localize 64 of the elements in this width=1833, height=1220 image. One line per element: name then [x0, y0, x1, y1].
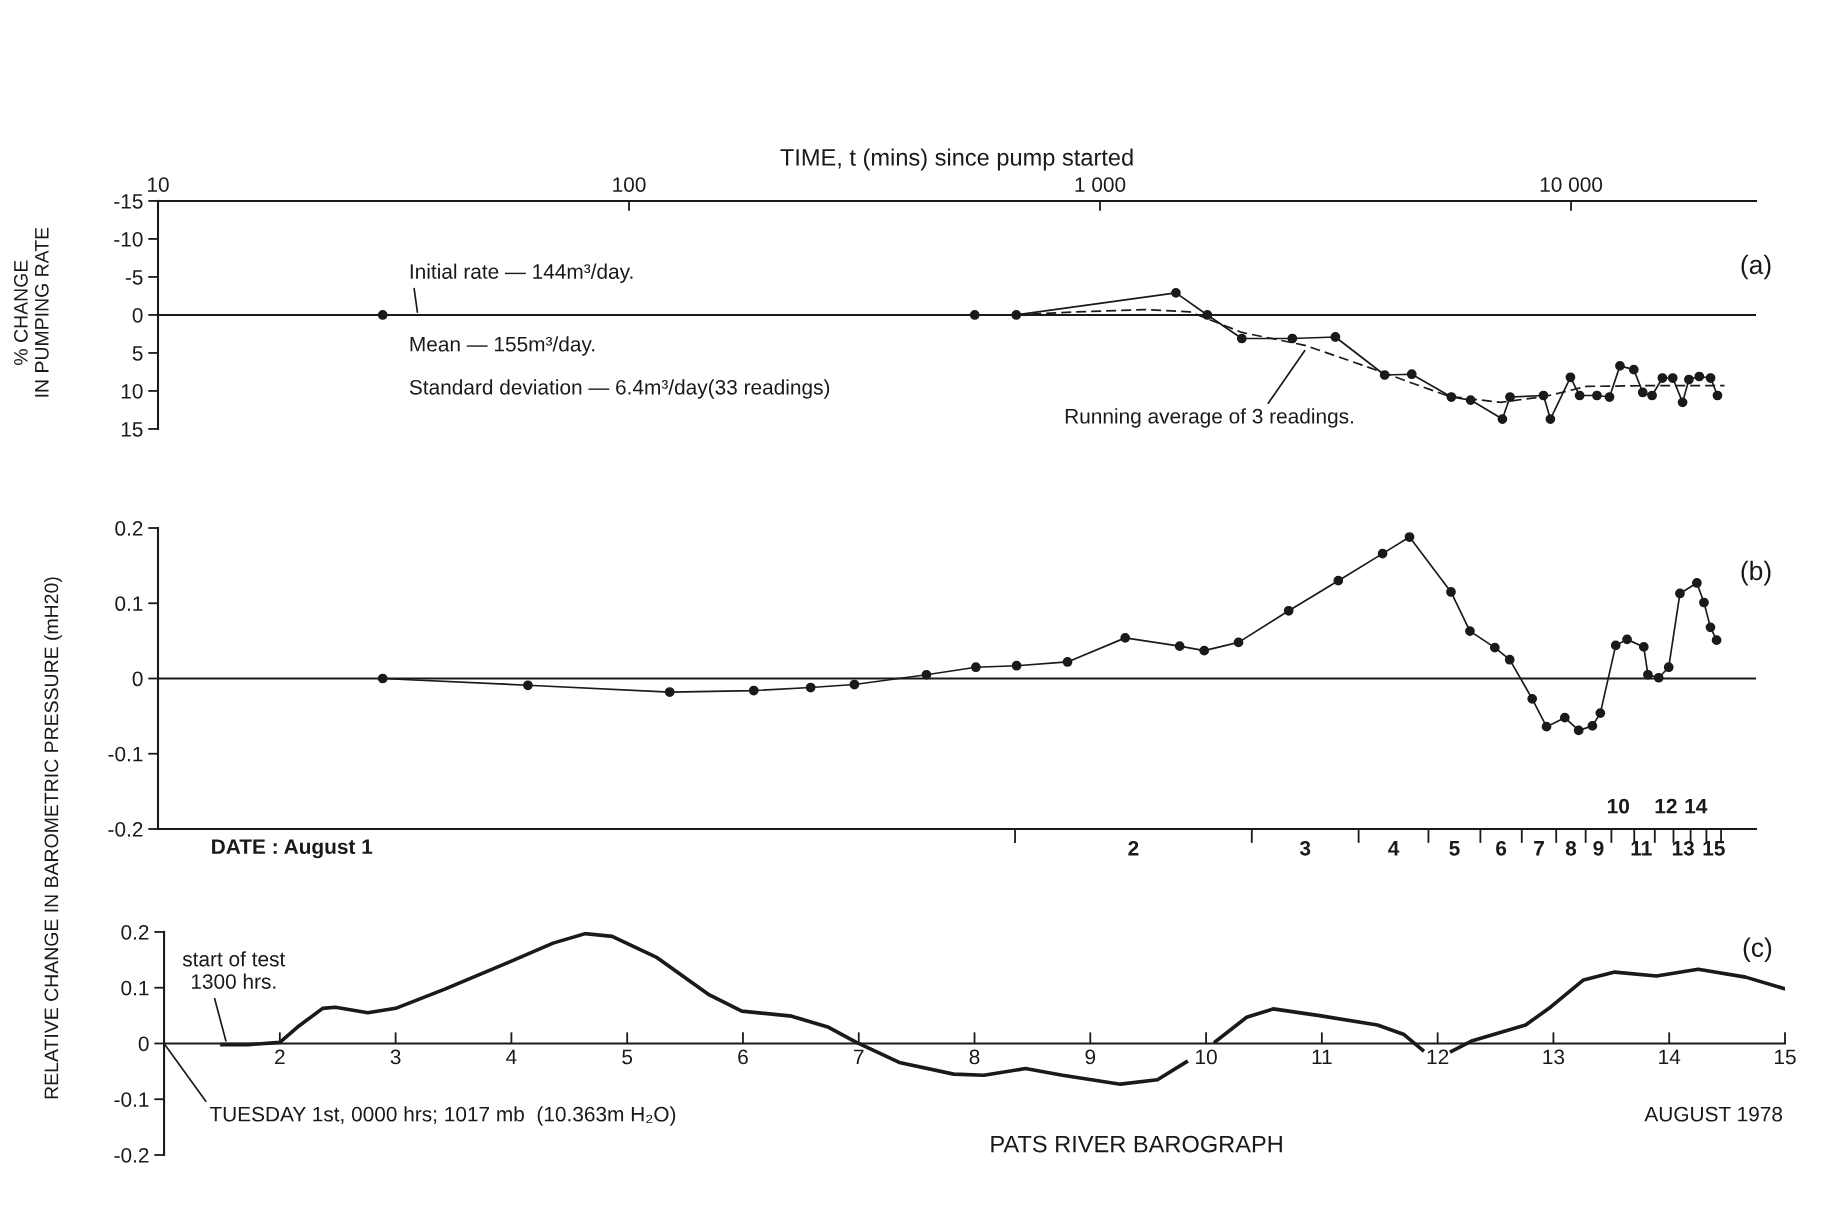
y-tick-label: -10: [114, 231, 143, 247]
annotation: (a): [1741, 254, 1771, 280]
annotation: Running average of 3 readings.: [1065, 408, 1353, 428]
text: 3: [1299, 840, 1311, 856]
y-tick-label: -0.1: [114, 1092, 149, 1107]
y-tick-label: -0.1: [108, 746, 143, 762]
x-tick-label: 12: [1427, 1049, 1449, 1065]
annotation: (c): [1743, 937, 1772, 963]
text: 2: [1128, 840, 1139, 856]
annotation: PATS RIVER BAROGRAPH: [991, 1135, 1282, 1153]
y-tick-label: 0.2: [115, 521, 143, 536]
x-tick-label: 11: [1312, 1049, 1332, 1065]
x-tick-label: 15: [1774, 1049, 1796, 1065]
y-tick-label: -5: [125, 270, 143, 285]
annotation: AUGUST 1978: [1644, 1106, 1783, 1122]
y-tick-label: 0.1: [115, 596, 143, 612]
x-tick-label: 14: [1659, 1049, 1681, 1065]
y-tick-label: 0: [132, 671, 143, 687]
x-tick-label: 4: [506, 1049, 517, 1065]
text: 6: [1496, 840, 1507, 856]
y-tick-label: 5: [132, 346, 143, 361]
x-tick-label: 7: [854, 1049, 864, 1065]
text: 5: [1449, 841, 1460, 856]
x-axis-title: TIME, t (mins) since pump started: [780, 148, 1133, 171]
annotation: Mean — 155m³/day.: [410, 336, 595, 356]
text: 4: [1388, 841, 1400, 856]
y-tick-label: 15: [121, 422, 143, 437]
x-tick-label: 6: [738, 1049, 748, 1065]
text: 13: [1672, 840, 1694, 856]
text: 11: [1631, 841, 1652, 856]
annotation: 14: [1685, 798, 1708, 814]
y-tick-label: 0: [138, 1036, 149, 1052]
annotation: 12: [1655, 798, 1677, 814]
x-tick-label: 13: [1543, 1049, 1565, 1065]
y-axis-title: RELATIVE CHANGE IN BAROMETRIC PRESSURE (mH20): [44, 577, 63, 1099]
text: 7: [1534, 841, 1544, 856]
x-tick-label: 9: [1085, 1049, 1096, 1065]
y-tick-label: -15: [114, 194, 143, 209]
x-tick-label: 3: [390, 1049, 401, 1065]
annotation: Initial rate — 144m³/day.: [410, 263, 633, 284]
x-tick-label: 10 000: [1540, 177, 1603, 192]
text: 15: [1703, 841, 1725, 856]
annotation: TUESDAY 1st, 0000 hrs; 1017 mb (10.363m H₂O): [209, 1106, 676, 1126]
text: 9: [1593, 840, 1604, 856]
y-tick-label: 10: [121, 383, 143, 399]
annotation: Standard deviation — 6.4m³/day(33 readings): [409, 379, 830, 399]
x-tick-label: 8: [969, 1049, 980, 1065]
annotation: 10: [1607, 798, 1629, 814]
y-tick-label: -0.2: [108, 821, 143, 837]
x-tick-label: 10: [1196, 1049, 1217, 1065]
x-tick-label: 10: [148, 177, 169, 192]
y-tick-label: 0.1: [121, 980, 149, 996]
text: DATE : August 1: [212, 839, 373, 859]
x-tick-label: 5: [622, 1049, 633, 1065]
y-tick-label: -0.2: [114, 1147, 149, 1163]
x-tick-label: 1 000: [1075, 177, 1126, 192]
y-axis-title: % CHANGE IN PUMPING RATE: [13, 227, 49, 397]
x-tick-label: 2: [275, 1049, 285, 1065]
x-tick-label: 100: [613, 177, 646, 192]
text: 8: [1565, 840, 1577, 856]
annotation: (b): [1741, 560, 1771, 586]
annotation: start of test 1300 hrs.: [182, 951, 286, 989]
y-tick-label: 0: [132, 307, 143, 323]
y-tick-label: 0.2: [121, 924, 149, 940]
